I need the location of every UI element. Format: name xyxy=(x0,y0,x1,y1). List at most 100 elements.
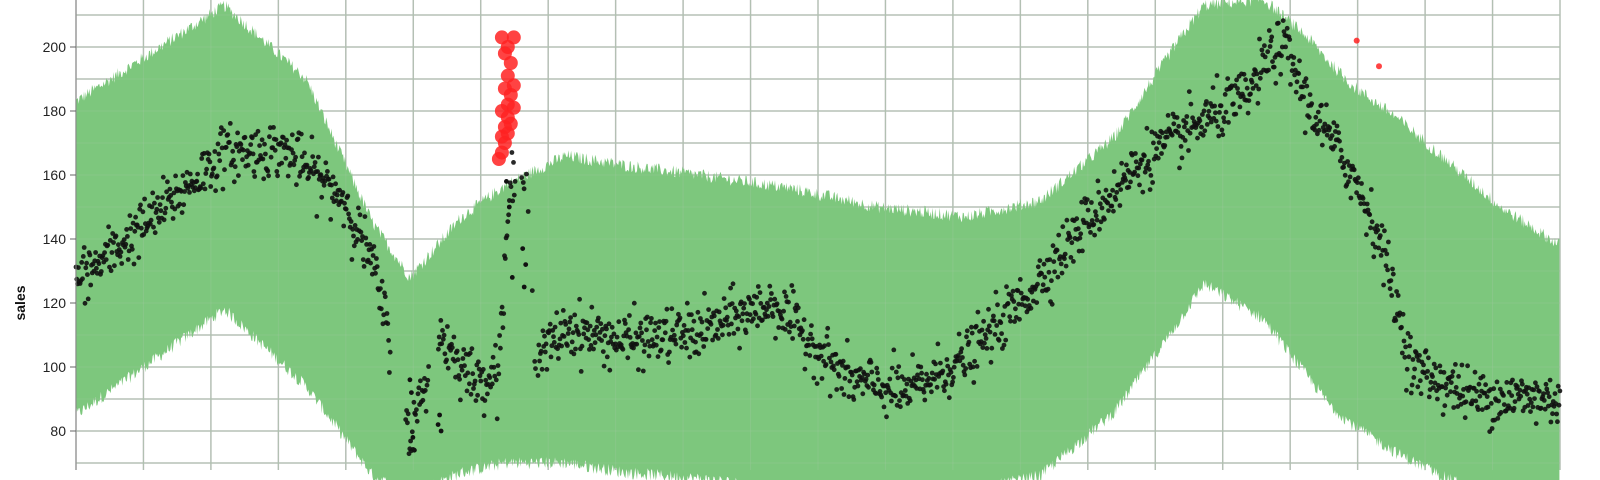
data-point xyxy=(1111,208,1116,214)
data-point xyxy=(259,137,265,143)
data-point xyxy=(253,132,258,138)
data-point xyxy=(1025,296,1031,302)
data-point xyxy=(827,393,833,399)
data-point xyxy=(1418,391,1424,397)
data-point xyxy=(496,371,502,377)
data-point xyxy=(701,344,707,349)
data-point xyxy=(1262,54,1268,60)
data-point xyxy=(1182,138,1188,143)
data-point xyxy=(1450,369,1456,375)
data-point xyxy=(828,359,834,365)
data-point xyxy=(599,338,604,343)
data-point xyxy=(944,357,950,362)
data-point xyxy=(1093,213,1099,219)
data-point xyxy=(587,347,592,352)
data-point xyxy=(568,315,573,320)
data-point xyxy=(1184,114,1190,119)
data-point xyxy=(1385,267,1390,273)
data-point xyxy=(1259,47,1265,53)
data-point xyxy=(1035,264,1041,270)
data-point xyxy=(604,326,609,332)
data-point xyxy=(325,169,330,174)
data-point xyxy=(766,304,772,309)
data-point xyxy=(1102,216,1107,222)
data-point xyxy=(1442,403,1448,409)
data-point xyxy=(464,388,470,394)
data-point xyxy=(540,328,546,334)
data-point xyxy=(1041,261,1047,267)
data-point xyxy=(633,330,639,336)
data-point xyxy=(654,334,660,340)
data-point xyxy=(1246,98,1252,103)
data-point xyxy=(1423,348,1429,353)
data-point xyxy=(1510,377,1515,383)
data-point xyxy=(409,429,415,435)
data-point xyxy=(1312,127,1318,133)
data-point xyxy=(1417,353,1422,358)
data-point xyxy=(468,391,474,397)
data-point xyxy=(662,330,668,336)
data-point xyxy=(1389,293,1395,298)
data-point xyxy=(805,336,811,342)
data-point xyxy=(884,414,889,420)
data-point xyxy=(924,371,929,377)
data-point xyxy=(646,353,652,359)
data-point xyxy=(504,179,509,184)
data-point xyxy=(1059,270,1065,276)
data-point xyxy=(1324,102,1329,108)
data-point xyxy=(1355,175,1361,181)
data-point xyxy=(836,373,842,379)
data-point xyxy=(1548,419,1554,425)
data-point xyxy=(1482,390,1488,396)
data-point xyxy=(910,352,915,357)
data-point xyxy=(1304,83,1310,89)
data-point xyxy=(275,173,280,179)
data-point xyxy=(1084,197,1090,203)
data-point xyxy=(596,315,601,321)
data-point xyxy=(177,201,183,207)
data-point xyxy=(1382,228,1387,234)
data-point xyxy=(1214,73,1220,78)
data-point xyxy=(1145,162,1151,168)
data-point xyxy=(708,321,714,327)
data-point xyxy=(1235,90,1241,96)
data-point xyxy=(869,369,875,375)
data-point xyxy=(1431,361,1437,367)
data-point xyxy=(1388,278,1394,283)
data-point xyxy=(745,317,751,323)
data-point xyxy=(731,331,737,336)
data-point xyxy=(387,370,392,375)
data-point xyxy=(600,349,606,354)
data-point xyxy=(616,319,622,325)
data-point xyxy=(874,365,880,371)
data-point xyxy=(195,171,201,177)
data-point xyxy=(589,304,595,310)
data-point xyxy=(1336,130,1342,136)
data-point xyxy=(1169,132,1175,138)
data-point xyxy=(1047,257,1053,262)
data-point xyxy=(1555,383,1561,389)
data-point xyxy=(721,296,727,301)
data-point xyxy=(200,181,206,187)
data-point xyxy=(304,162,310,168)
data-point xyxy=(537,358,542,364)
data-point xyxy=(1550,411,1555,417)
data-point xyxy=(131,261,137,267)
data-point xyxy=(747,296,752,302)
data-point xyxy=(1544,386,1550,392)
data-point xyxy=(1456,374,1461,379)
data-point xyxy=(565,343,570,348)
data-point xyxy=(1327,125,1333,131)
data-point xyxy=(1448,380,1454,385)
data-point xyxy=(1386,239,1391,245)
y-tick-label: 160 xyxy=(43,167,67,183)
data-point xyxy=(740,311,746,317)
data-point xyxy=(1218,103,1224,109)
data-point xyxy=(1364,201,1370,207)
data-point xyxy=(673,341,679,347)
data-point xyxy=(983,336,989,341)
data-point xyxy=(558,320,564,326)
anomaly-point xyxy=(491,152,506,166)
data-point xyxy=(808,331,813,337)
data-point xyxy=(649,337,655,343)
